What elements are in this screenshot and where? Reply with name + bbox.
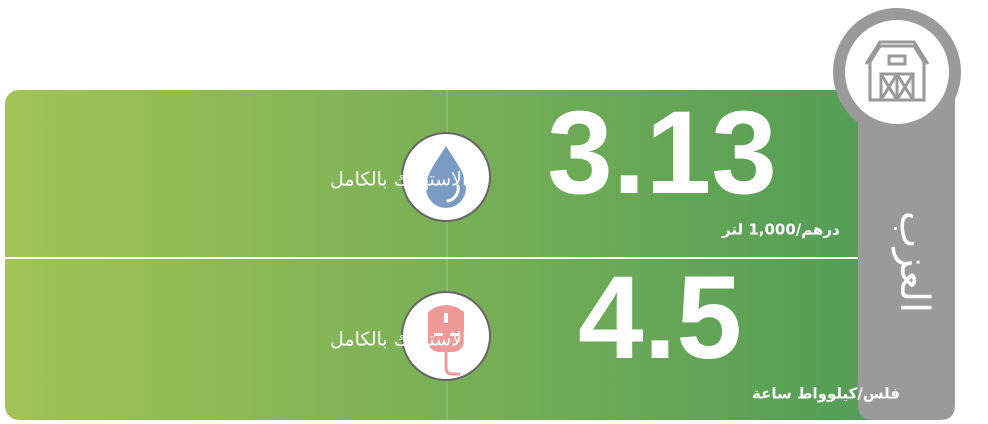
unit: درهم/1,000 لتر <box>721 221 840 239</box>
barn-icon <box>864 40 930 102</box>
value: 3.13 <box>547 87 777 219</box>
label: الاستهلاك بالكامل <box>330 329 467 351</box>
label: الاستهلاك بالكامل <box>330 169 467 191</box>
category: العزب <box>891 211 937 313</box>
icon-bg <box>845 20 949 124</box>
water-icon <box>446 184 460 203</box>
value: 4.5 <box>578 252 742 384</box>
plug-icon <box>428 305 464 376</box>
unit: فلس/كيلوواط ساعة <box>752 385 900 403</box>
card <box>5 90 905 420</box>
side-panel <box>858 70 955 420</box>
